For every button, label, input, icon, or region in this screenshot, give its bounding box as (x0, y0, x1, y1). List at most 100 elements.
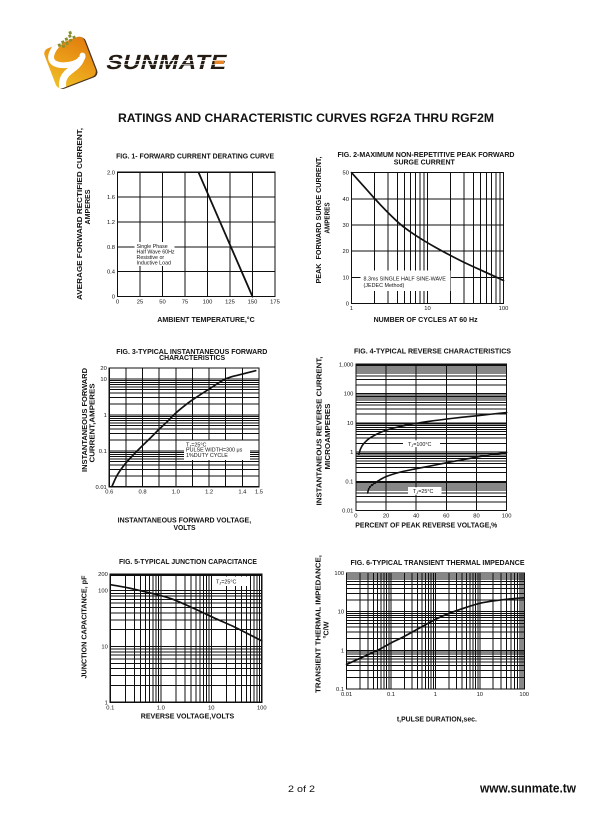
svg-text:1.5: 1.5 (255, 489, 263, 495)
svg-text:2.0: 2.0 (107, 170, 115, 176)
svg-text:JUNCTION CAPACITANCE, pF: JUNCTION CAPACITANCE, pF (80, 575, 89, 679)
svg-text:50: 50 (159, 299, 165, 305)
svg-text:60: 60 (443, 513, 449, 519)
svg-text:CHARACTERISTICS: CHARACTERISTICS (159, 353, 225, 362)
svg-text:0.1: 0.1 (387, 692, 395, 698)
svg-text:Half Wave 60Hz: Half Wave 60Hz (137, 250, 175, 256)
svg-text:AMBIENT TEMPERATURE,°C: AMBIENT TEMPERATURE,°C (157, 315, 255, 324)
svg-text:2 of 2: 2 of 2 (288, 784, 315, 794)
svg-text:AMPERES: AMPERES (83, 189, 92, 224)
svg-text:0: 0 (346, 302, 349, 308)
svg-text:100: 100 (203, 299, 213, 305)
svg-text:1.0: 1.0 (157, 705, 165, 711)
svg-text:1.6: 1.6 (107, 195, 115, 201)
svg-text:30: 30 (343, 223, 349, 229)
svg-text:75: 75 (182, 299, 188, 305)
svg-text:0.8: 0.8 (139, 489, 147, 495)
svg-text:100: 100 (344, 392, 354, 398)
svg-text:INSTANTANEOUS FORWARD: INSTANTANEOUS FORWARD (80, 368, 89, 472)
svg-text:FIG. 6-TYPICAL TRANSIENT THERM: FIG. 6-TYPICAL TRANSIENT THERMAL IMPEDAN… (351, 558, 525, 567)
svg-text:Single Phase: Single Phase (137, 244, 168, 250)
svg-text:Inductive Load: Inductive Load (137, 261, 172, 267)
svg-text:FIG. 4-TYPICAL REVERSE CHARACT: FIG. 4-TYPICAL REVERSE CHARACTERISTICS (354, 346, 511, 355)
svg-text:TJ=100°C: TJ=100°C (408, 442, 432, 448)
svg-text:0.1: 0.1 (99, 449, 107, 455)
svg-text:10: 10 (424, 306, 430, 312)
svg-text:FIG. 1- FORWARD CURRENT DERATI: FIG. 1- FORWARD CURRENT DERATING CURVE (116, 151, 274, 160)
svg-text:100: 100 (98, 589, 108, 595)
svg-text:°C/W: °C/W (322, 621, 331, 638)
svg-text:AVERAGE FORWARD RECTIFIED CURR: AVERAGE FORWARD RECTIFIED CURRENT, (75, 128, 84, 300)
svg-text:www.sunmate.tw: www.sunmate.tw (479, 782, 576, 796)
svg-text:0.1: 0.1 (345, 479, 353, 485)
svg-text:SURGE CURRENT: SURGE CURRENT (394, 158, 456, 167)
svg-text:125: 125 (225, 299, 235, 305)
svg-text:0: 0 (354, 513, 357, 519)
svg-text:20: 20 (383, 513, 389, 519)
svg-text:1: 1 (350, 306, 353, 312)
svg-text:10: 10 (101, 645, 107, 651)
svg-text:MICROAMPERES: MICROAMPERES (323, 403, 332, 469)
svg-text:SUNMATE: SUNMATE (104, 51, 230, 74)
svg-text:40: 40 (413, 513, 419, 519)
svg-text:1: 1 (434, 692, 437, 698)
svg-text:25: 25 (137, 299, 143, 305)
svg-text:10: 10 (347, 421, 353, 427)
svg-text:AMPERES: AMPERES (323, 202, 332, 233)
svg-text:0.4: 0.4 (107, 270, 116, 276)
svg-text:CURRENT,AMPERES: CURRENT,AMPERES (88, 383, 97, 462)
svg-text:1: 1 (350, 450, 353, 456)
svg-text:150: 150 (248, 299, 258, 305)
svg-text:0: 0 (112, 295, 115, 301)
svg-text:1.0: 1.0 (172, 489, 180, 495)
svg-text:1.4: 1.4 (238, 489, 247, 495)
svg-text:FIG. 3-TYPICAL INSTANTANEOUS F: FIG. 3-TYPICAL INSTANTANEOUS FORWARD (116, 347, 267, 356)
svg-text:0.6: 0.6 (105, 489, 113, 495)
svg-text:10: 10 (208, 705, 214, 711)
svg-text:10: 10 (100, 377, 106, 383)
svg-text:PULSE WIDTH=300 μs: PULSE WIDTH=300 μs (186, 448, 243, 454)
svg-text:FIG. 5-TYPICAL JUNCTION CAPACI: FIG. 5-TYPICAL JUNCTION CAPACITANCE (119, 557, 257, 566)
svg-text:PERCENT OF PEAK REVERSE VOLTAG: PERCENT OF PEAK REVERSE VOLTAGE,% (355, 521, 497, 530)
svg-text:40: 40 (343, 197, 349, 203)
svg-text:FIG. 2-MAXIMUM NON-REPETITIVE: FIG. 2-MAXIMUM NON-REPETITIVE PEAK FORWA… (338, 150, 515, 159)
svg-text:100: 100 (257, 705, 267, 711)
svg-text:TRANSIENT THERMAL IMPEDANCE,: TRANSIENT THERMAL IMPEDANCE, (314, 555, 323, 693)
svg-text:INSTANTANEOUS FORWARD VOLTAGE,: INSTANTANEOUS FORWARD VOLTAGE, (118, 515, 252, 524)
svg-text:20: 20 (100, 366, 106, 372)
svg-text:1.2: 1.2 (205, 489, 213, 495)
svg-text:INSTANTANEOUS REVERSE CURRENT,: INSTANTANEOUS REVERSE CURRENT, (315, 357, 324, 506)
svg-text:100: 100 (519, 692, 529, 698)
svg-text:(JEDEC Method): (JEDEC Method) (364, 283, 405, 289)
svg-text:0.1: 0.1 (106, 705, 114, 711)
svg-text:0.1: 0.1 (336, 687, 344, 693)
svg-text:1: 1 (104, 413, 107, 419)
svg-text:1: 1 (105, 700, 108, 706)
svg-text:175: 175 (270, 299, 280, 305)
svg-text:100: 100 (499, 306, 509, 312)
svg-text:0.01: 0.01 (342, 509, 353, 515)
svg-text:RATINGS AND CHARACTERISTIC CUR: RATINGS AND CHARACTERISTIC CURVES RGF2A … (118, 111, 494, 125)
svg-text:REVERSE VOLTAGE,VOLTS: REVERSE VOLTAGE,VOLTS (141, 712, 235, 721)
svg-text:TJ=25°C: TJ=25°C (216, 580, 237, 586)
svg-text:100: 100 (502, 513, 512, 519)
svg-text:10: 10 (343, 275, 349, 281)
svg-text:0.01: 0.01 (96, 485, 107, 491)
svg-text:NUMBER OF CYCLES AT 60 Hz: NUMBER OF CYCLES AT 60 Hz (374, 315, 478, 324)
svg-text:10: 10 (338, 610, 344, 616)
svg-text:t,PULSE DURATION,sec.: t,PULSE DURATION,sec. (397, 715, 477, 724)
svg-text:0: 0 (116, 299, 119, 305)
svg-text:1: 1 (341, 648, 344, 654)
svg-text:0.01: 0.01 (341, 692, 352, 698)
svg-text:100: 100 (334, 571, 344, 577)
svg-text:1%DUTY CYCLE: 1%DUTY CYCLE (186, 453, 228, 459)
svg-text:8.3ms SINGLE HALF SINE-WAVE: 8.3ms SINGLE HALF SINE-WAVE (364, 277, 447, 283)
svg-text:PEAK FORWARD SURGE CURRENT,: PEAK FORWARD SURGE CURRENT, (314, 157, 323, 284)
svg-text:0.8: 0.8 (107, 245, 115, 251)
svg-text:1.2: 1.2 (107, 220, 115, 226)
svg-text:50: 50 (343, 171, 349, 177)
svg-text:80: 80 (473, 513, 479, 519)
svg-text:1,000: 1,000 (339, 362, 354, 368)
svg-text:TJ=25°C: TJ=25°C (413, 489, 434, 495)
svg-text:VOLTS: VOLTS (174, 523, 196, 532)
